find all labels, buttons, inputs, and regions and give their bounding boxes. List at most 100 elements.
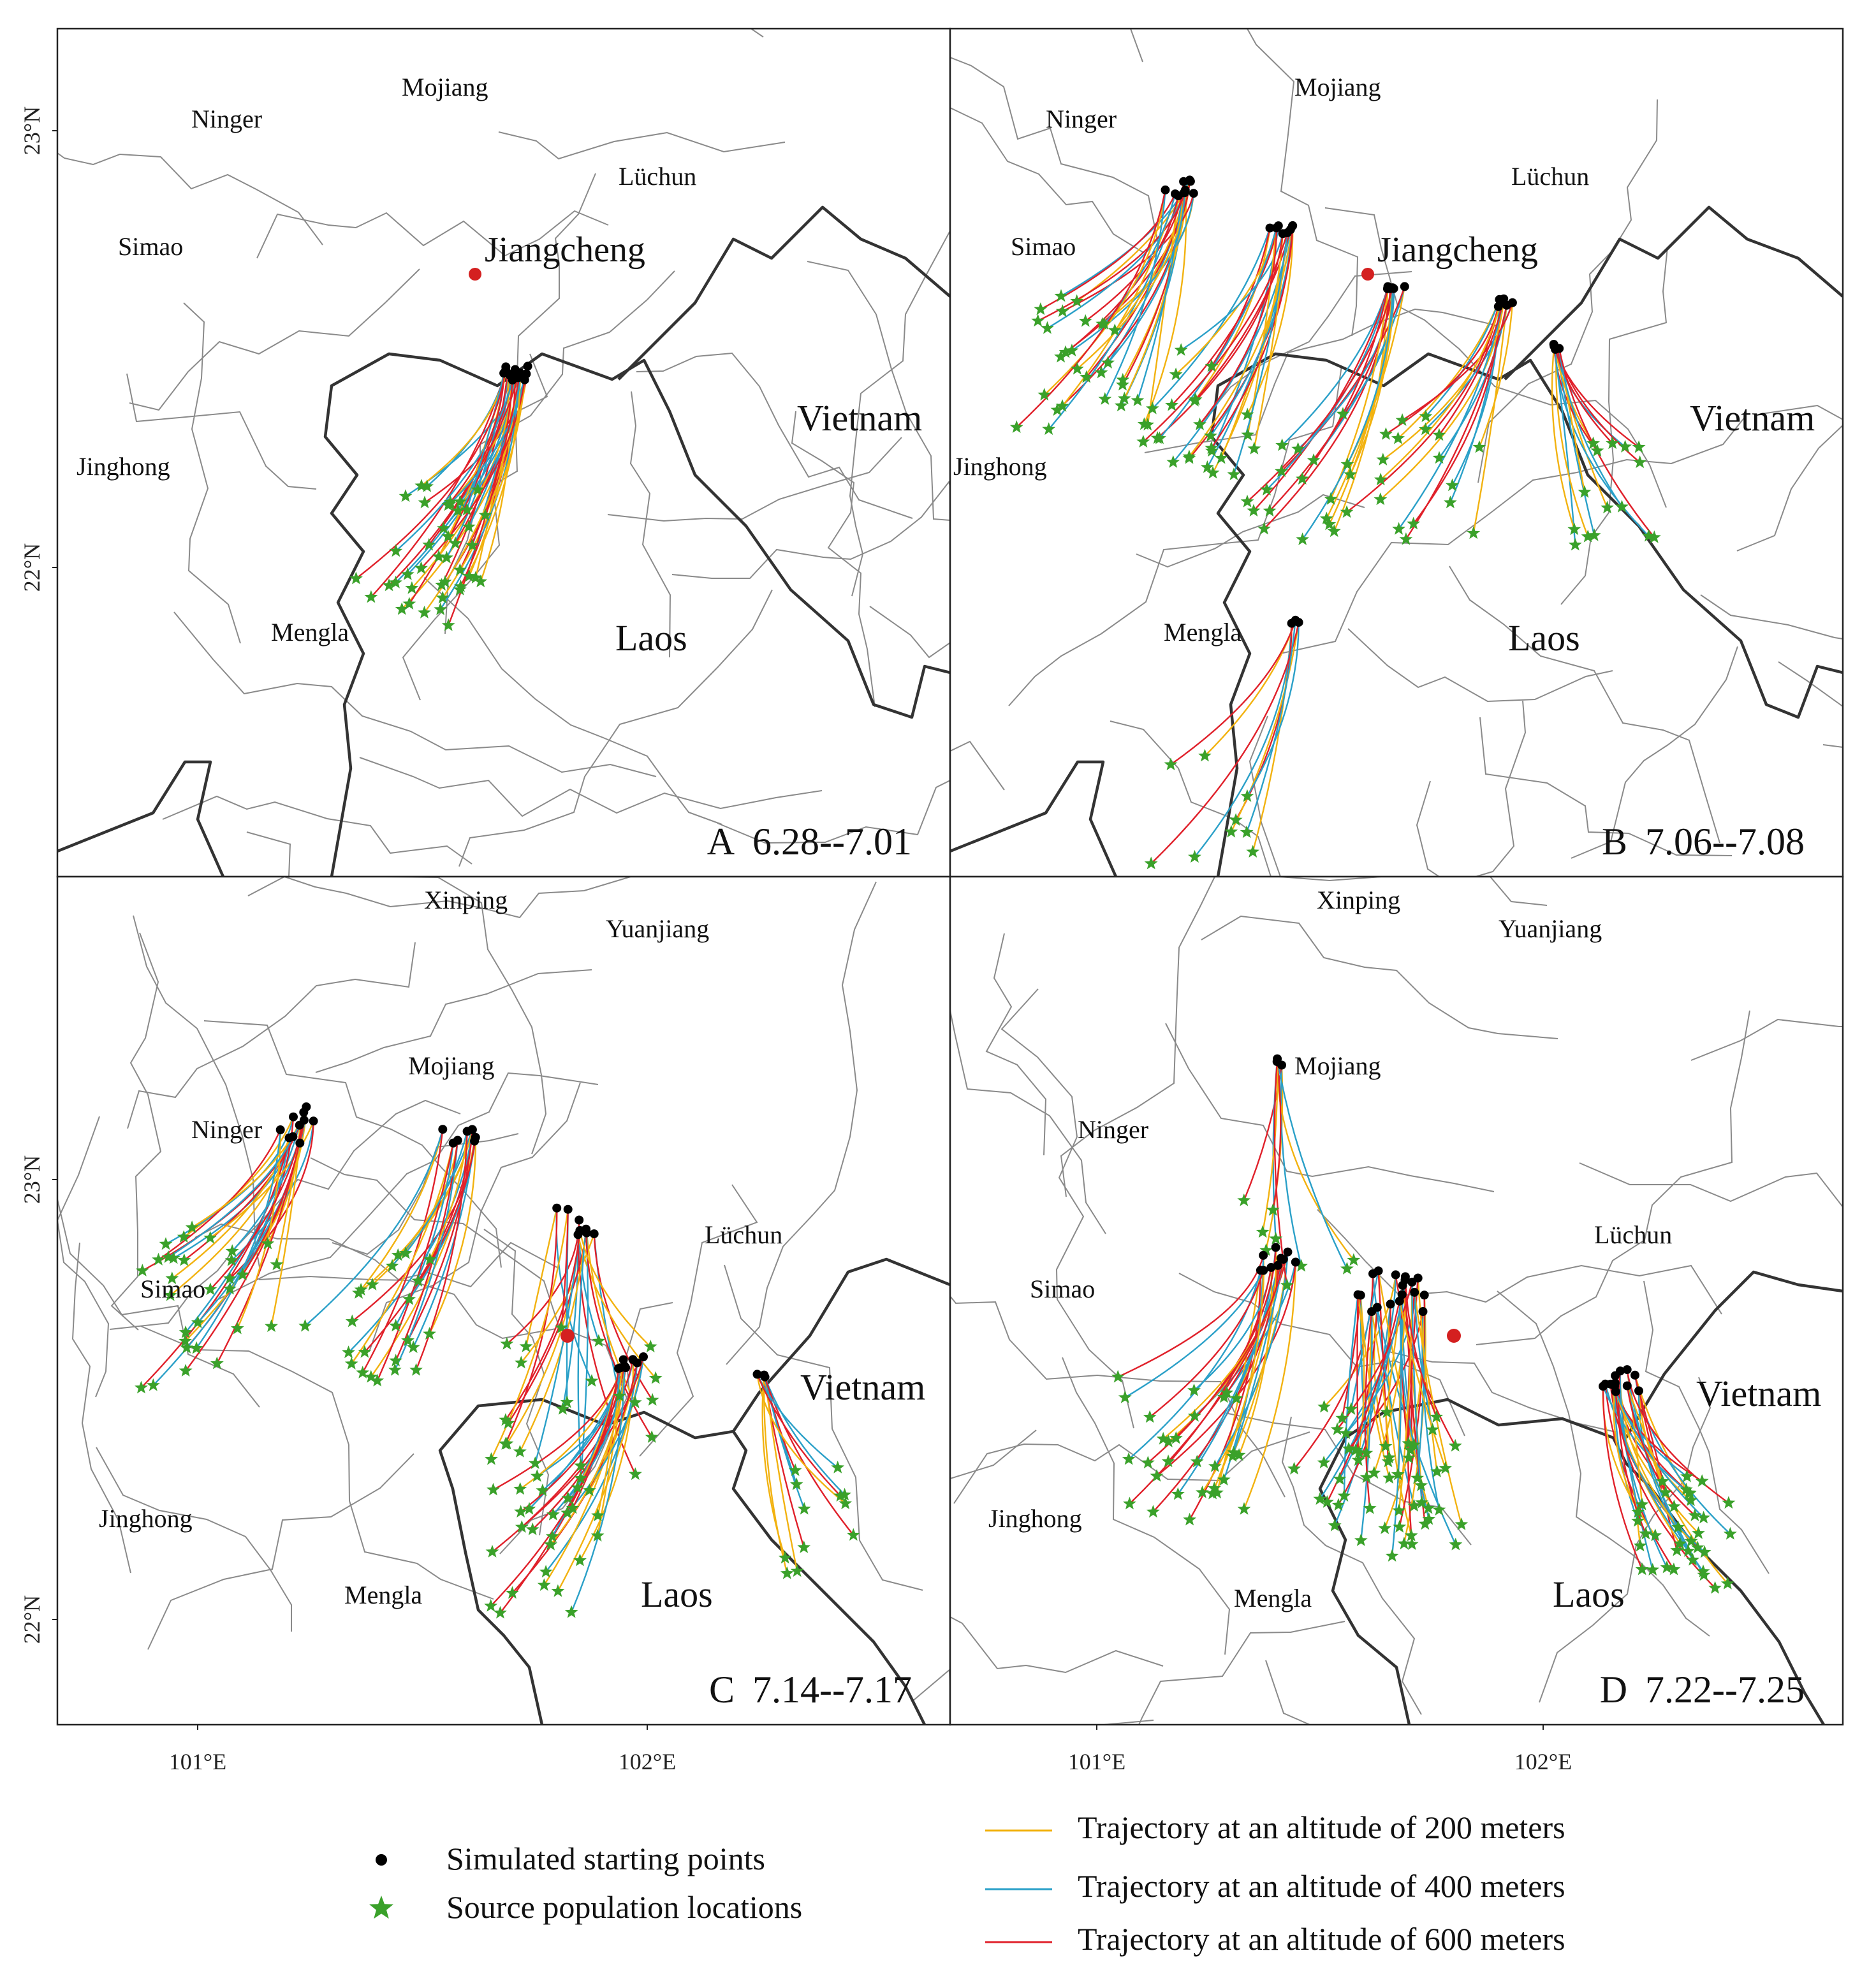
trajectory-200m <box>1380 298 1505 501</box>
start-point-marker <box>575 1225 585 1235</box>
trajectory-400m <box>1554 349 1650 537</box>
county-boundary <box>1236 29 1359 337</box>
place-label-simao: Simao <box>140 1275 205 1303</box>
trajectory-400m <box>1194 623 1293 858</box>
source-location-marker <box>1319 511 1333 525</box>
source-location-marker <box>1166 455 1180 468</box>
source-location-marker <box>1419 409 1433 422</box>
source-location-marker <box>298 1319 312 1332</box>
source-location-marker <box>1567 522 1581 536</box>
panel-dates: 6.28--7.01 <box>752 821 912 863</box>
trajectory-200m <box>1359 1295 1390 1479</box>
start-point-marker <box>295 1138 305 1148</box>
source-location-marker <box>1439 1461 1453 1474</box>
source-location-marker <box>1055 304 1069 318</box>
trajectory-200m <box>525 1208 558 1347</box>
source-location-marker <box>1198 749 1212 762</box>
trajectory-200m <box>1613 1385 1639 1513</box>
place-label-laos: Laos <box>1553 1574 1625 1615</box>
source-location-marker <box>613 1389 627 1402</box>
source-location-marker <box>1344 1402 1358 1415</box>
source-location-marker <box>344 1357 358 1370</box>
source-location-marker <box>582 1483 596 1496</box>
start-point-marker <box>1367 1307 1377 1317</box>
source-location-marker <box>1392 1503 1406 1517</box>
start-point-marker <box>1599 1382 1608 1391</box>
source-location-marker <box>797 1502 811 1515</box>
trajectory-200m <box>1615 1391 1692 1502</box>
source-location-marker <box>643 1340 657 1353</box>
source-location-marker <box>420 479 434 492</box>
source-location-marker <box>389 1354 403 1367</box>
start-points <box>1256 1054 1643 1396</box>
source-location-marker <box>1275 464 1289 478</box>
source-location-marker <box>135 1380 148 1394</box>
trajectory-600m <box>1602 1386 1643 1570</box>
source-location-marker <box>1632 440 1646 453</box>
county-boundary <box>247 877 631 919</box>
county-boundary <box>1008 365 1342 706</box>
county-boundary <box>1060 877 1288 1197</box>
source-location-marker <box>453 563 467 576</box>
place-label-xinping: Xinping <box>424 886 508 914</box>
source-markers <box>135 1220 860 1619</box>
panel-letter: A <box>707 821 735 863</box>
source-location-marker <box>513 1444 527 1458</box>
source-location-marker <box>1411 1471 1425 1484</box>
source-location-marker <box>778 1551 792 1564</box>
source-location-marker <box>628 1467 642 1480</box>
panel-dates: 7.14--7.17 <box>752 1669 912 1711</box>
source-location-marker <box>385 1259 399 1272</box>
trajectory-600m <box>504 1230 581 1421</box>
source-location-marker <box>441 529 455 543</box>
trajectory-400m <box>1411 1282 1423 1503</box>
place-label-ninger: Ninger <box>1078 1115 1148 1144</box>
source-location-marker <box>1430 1410 1444 1423</box>
county-boundary <box>726 881 877 1365</box>
source-location-marker <box>391 1248 405 1261</box>
county-boundary <box>1280 415 1747 654</box>
source-location-marker <box>1257 522 1271 535</box>
source-location-marker <box>1340 1262 1354 1275</box>
county-boundary <box>162 795 473 865</box>
county-boundary <box>126 373 317 490</box>
source-location-marker <box>1382 1471 1396 1484</box>
county-boundary <box>1347 628 1613 703</box>
trajectory-600m <box>376 1143 454 1382</box>
source-location-marker <box>462 569 476 582</box>
lon-tick-label: 102°E <box>1514 1749 1572 1774</box>
source-location-marker <box>1379 1439 1393 1452</box>
source-location-marker <box>797 1540 811 1553</box>
county-boundary <box>140 1326 494 1600</box>
panel-label: C 7.14--7.17 <box>709 1669 912 1711</box>
trajectory-200m <box>351 1143 454 1364</box>
county-boundary <box>1477 99 1658 483</box>
source-location-marker <box>1374 492 1388 506</box>
trajectory-200m <box>1194 228 1271 402</box>
place-label-ninger: Ninger <box>1046 105 1117 133</box>
source-location-marker <box>1291 442 1305 455</box>
source-location-marker <box>166 1251 180 1264</box>
trajectory-200m <box>1076 192 1186 370</box>
source-location-marker <box>189 1341 203 1354</box>
county-boundary <box>57 1199 260 1408</box>
trajectory-400m <box>1398 298 1505 530</box>
place-label-jinghong: Jinghong <box>988 1504 1082 1533</box>
source-location-marker <box>571 1480 585 1494</box>
county-boundary <box>1198 271 1412 428</box>
source-location-marker <box>389 575 402 588</box>
source-location-marker <box>406 1340 420 1354</box>
trajectory-400m <box>1414 1292 1433 1430</box>
source-location-marker <box>191 1315 205 1329</box>
source-location-marker <box>270 1257 284 1271</box>
trajectory-200m <box>1233 1247 1277 1453</box>
source-location-marker <box>530 1469 544 1482</box>
source-location-marker <box>515 1520 529 1533</box>
source-location-marker <box>399 1246 413 1259</box>
source-location-marker <box>177 1230 191 1243</box>
start-point-marker <box>619 1355 628 1364</box>
source-location-marker <box>364 590 378 603</box>
panel-frame <box>949 875 1844 1726</box>
source-location-marker <box>1722 1496 1736 1509</box>
source-location-marker <box>1146 1505 1160 1518</box>
